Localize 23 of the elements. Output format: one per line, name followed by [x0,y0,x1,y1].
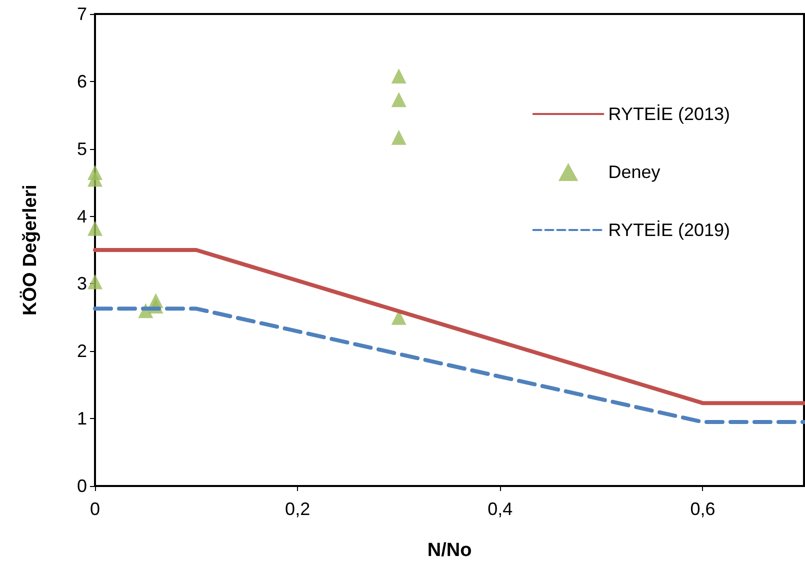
x-tick-label: 0 [90,499,100,519]
x-tick-label: 0,2 [285,499,310,519]
point [88,274,102,290]
y-tick-label: 2 [76,341,87,362]
y-tick-label: 6 [76,71,87,92]
x-axis-title: N/No [427,540,472,561]
point [88,172,102,187]
point [391,130,406,145]
y-tick-label: 1 [76,408,87,429]
y-axis-title: KÖO Değerleri [19,184,41,316]
legend-label: RYTEİE (2019) [608,220,730,240]
legend-label: Deney [608,162,660,182]
point [391,68,406,84]
point [391,92,406,108]
y-tick-label: 5 [76,138,87,159]
y-tick-label: 4 [76,206,87,226]
point [88,220,102,236]
y-tick-label: 0 [76,476,87,496]
legend-label: RYTEİE (2013) [608,104,730,124]
x-tick-label: 0,4 [488,499,513,519]
x-tick-label: 0,6 [690,499,716,519]
y-tick-label: 7 [76,4,87,24]
y-tick-label: 3 [76,274,87,294]
